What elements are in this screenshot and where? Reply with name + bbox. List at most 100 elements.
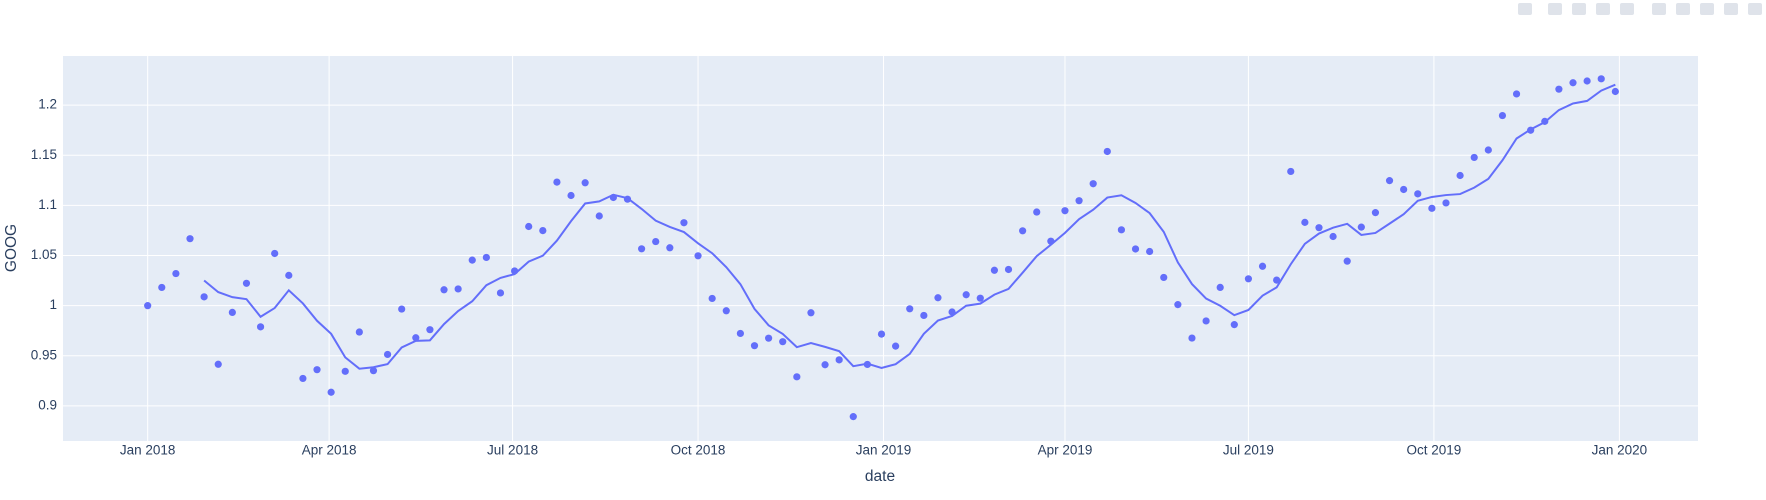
marker <box>383 350 392 359</box>
marker <box>228 308 236 317</box>
marker <box>680 219 688 227</box>
marker <box>877 330 886 338</box>
marker <box>1456 171 1464 180</box>
marker <box>638 245 646 253</box>
marker <box>1174 301 1182 309</box>
marker <box>214 360 222 368</box>
y-tick-label: 1.1 <box>38 197 57 212</box>
x-tick-label: Oct 2019 <box>1407 443 1462 458</box>
marker <box>412 334 420 342</box>
marker <box>1244 275 1253 283</box>
logo-icon[interactable] <box>1748 3 1762 15</box>
marker <box>1371 209 1380 217</box>
marker <box>779 338 787 346</box>
marker <box>1498 111 1507 120</box>
marker <box>736 329 744 338</box>
marker <box>1131 245 1140 253</box>
marker <box>1216 283 1224 292</box>
y-tick-label: 1 <box>49 297 57 312</box>
marker <box>496 289 505 297</box>
marker <box>285 271 293 279</box>
x-tick-label: Oct 2018 <box>671 443 726 458</box>
zoom-out-icon[interactable] <box>1676 3 1690 15</box>
camera-icon[interactable] <box>1518 3 1532 15</box>
marker <box>934 294 942 302</box>
marker <box>652 237 660 246</box>
y-tick-label: 1.15 <box>31 147 57 162</box>
marker <box>581 179 589 187</box>
marker <box>1287 167 1295 176</box>
marker <box>1230 321 1238 329</box>
marker <box>1611 87 1619 96</box>
marker <box>539 226 547 235</box>
marker <box>313 366 321 374</box>
marker <box>793 373 801 381</box>
pan-icon[interactable] <box>1572 3 1586 15</box>
marker <box>242 279 251 287</box>
plot-background <box>63 56 1698 441</box>
marker <box>750 342 759 350</box>
y-tick-label: 1.2 <box>38 97 57 112</box>
marker <box>1301 218 1309 226</box>
marker <box>1569 79 1577 87</box>
y-axis-title: GOOG <box>3 224 20 272</box>
x-tick-label: Jul 2018 <box>487 443 538 458</box>
reset-icon[interactable] <box>1724 3 1738 15</box>
marker <box>1357 223 1365 231</box>
marker <box>341 367 349 375</box>
marker <box>186 235 194 243</box>
x-tick-label: Jan 2018 <box>120 443 176 458</box>
zoom-icon[interactable] <box>1548 3 1562 15</box>
marker <box>1033 208 1041 216</box>
marker <box>567 191 575 200</box>
y-tick-label: 1.05 <box>31 247 57 262</box>
y-tick-label: 0.9 <box>38 397 57 412</box>
marker <box>553 178 561 186</box>
line <box>203 83 1616 370</box>
toolbar <box>1518 3 1762 15</box>
marker <box>299 374 307 383</box>
marker <box>765 334 773 342</box>
marker <box>595 212 603 220</box>
marker <box>1061 207 1069 215</box>
marker <box>1329 232 1337 241</box>
marker <box>1442 199 1450 207</box>
marker <box>525 222 533 231</box>
marker <box>426 326 434 334</box>
marker <box>821 361 829 369</box>
marker <box>807 309 815 317</box>
autoscale-icon[interactable] <box>1700 3 1714 15</box>
marker <box>1188 334 1196 342</box>
marker <box>1597 75 1605 83</box>
marker <box>722 307 730 315</box>
marker <box>440 286 448 294</box>
marker <box>468 256 476 264</box>
marker <box>200 293 208 301</box>
marker <box>849 413 857 421</box>
marker <box>920 311 928 320</box>
marker <box>144 302 152 310</box>
x-axis-title: date <box>865 468 895 485</box>
marker <box>666 244 674 252</box>
marker <box>355 328 363 336</box>
x-tick-label: Jan 2020 <box>1592 443 1648 458</box>
marker <box>1555 85 1563 93</box>
x-tick-label: Jul 2019 <box>1223 443 1274 458</box>
zoom-in-icon[interactable] <box>1652 3 1666 15</box>
marker <box>694 252 702 260</box>
marker <box>454 285 462 293</box>
marker <box>1414 190 1422 198</box>
marker <box>906 305 914 313</box>
marker <box>1385 177 1394 185</box>
marker <box>482 253 490 262</box>
select-icon[interactable] <box>1596 3 1610 15</box>
marker <box>1075 197 1083 205</box>
marker <box>1315 224 1323 232</box>
lasso-icon[interactable] <box>1620 3 1634 15</box>
marker <box>1400 185 1408 194</box>
x-tick-label: Apr 2019 <box>1038 443 1093 458</box>
marker <box>708 294 716 303</box>
marker <box>327 388 335 396</box>
marker <box>892 342 900 350</box>
